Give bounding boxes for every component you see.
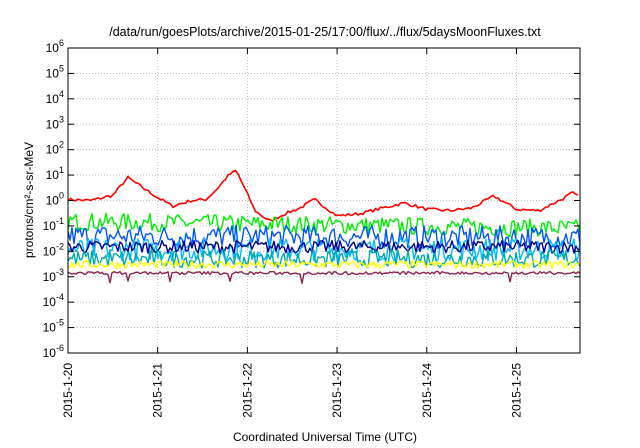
chart-grid <box>67 48 580 353</box>
y-axis-label: protons/cm²-s-sr-MeV <box>22 142 36 258</box>
series-line-4 <box>67 239 581 254</box>
chart-title: /data/run/goesPlots/archive/2015-01-25/1… <box>109 25 541 39</box>
y-tick-label: 103 <box>46 114 64 131</box>
y-tick-label: 104 <box>46 89 64 106</box>
x-tick-label: 2015-1-24 <box>420 363 434 418</box>
y-tick-label: 102 <box>46 140 64 157</box>
series-line-7 <box>67 270 581 284</box>
y-tick-label: 106 <box>46 38 64 55</box>
y-tick-label: 10-4 <box>43 292 64 309</box>
y-tick-label: 10-1 <box>43 216 64 233</box>
x-tick-label: 2015-1-21 <box>151 363 165 418</box>
x-tick-label: 2015-1-20 <box>61 363 75 418</box>
chart-axes <box>67 47 581 354</box>
plot-frame <box>67 47 581 354</box>
y-tick-labels: 10-6 10-5 10-4 10-3 10-2 10-1 100 101 102 103 104 1… <box>43 38 64 360</box>
y-tick-label: 10-2 <box>43 241 64 258</box>
y-tick-label: 10-3 <box>43 267 64 284</box>
chart-series <box>67 169 581 284</box>
y-tick-label: 105 <box>46 63 64 80</box>
series-line-5 <box>67 249 581 269</box>
y-tick-label: 10-6 <box>43 343 64 360</box>
series-line-2 <box>67 224 581 250</box>
x-axis-label: Coordinated Universal Time (UTC) <box>233 430 417 444</box>
y-tick-label: 10-5 <box>43 318 64 335</box>
y-tick-label: 100 <box>46 191 64 208</box>
x-tick-labels: 2015-1-20 2015-1-21 2015-1-22 2015-1-23 2015… <box>61 363 523 418</box>
x-tick-label: 2015-1-23 <box>330 363 344 418</box>
x-tick-label: 2015-1-25 <box>509 363 523 418</box>
series-line-1 <box>67 212 581 238</box>
series-line-6 <box>67 260 581 270</box>
series-line-0 <box>67 169 579 222</box>
x-tick-label: 2015-1-22 <box>240 363 254 418</box>
y-tick-label: 101 <box>46 165 64 182</box>
